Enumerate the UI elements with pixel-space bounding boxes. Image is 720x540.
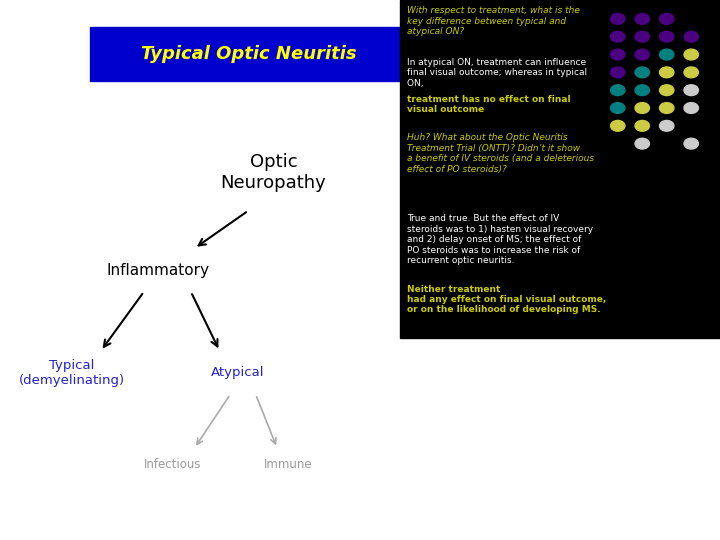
Circle shape bbox=[684, 67, 698, 78]
Text: Optic
Neuropathy: Optic Neuropathy bbox=[221, 153, 326, 192]
Circle shape bbox=[635, 120, 649, 131]
Circle shape bbox=[684, 49, 698, 60]
Text: treatment has no effect on final
visual outcome: treatment has no effect on final visual … bbox=[407, 94, 570, 114]
Circle shape bbox=[684, 138, 698, 149]
Circle shape bbox=[611, 31, 625, 42]
Circle shape bbox=[635, 103, 649, 113]
Circle shape bbox=[635, 85, 649, 96]
Circle shape bbox=[660, 31, 674, 42]
Circle shape bbox=[611, 85, 625, 96]
Circle shape bbox=[611, 67, 625, 78]
Circle shape bbox=[635, 31, 649, 42]
Circle shape bbox=[611, 14, 625, 24]
Text: 98: 98 bbox=[697, 10, 711, 20]
Bar bbox=[400, 0, 720, 338]
Circle shape bbox=[635, 67, 649, 78]
Circle shape bbox=[611, 120, 625, 131]
Circle shape bbox=[684, 103, 698, 113]
Text: Immune: Immune bbox=[264, 458, 312, 471]
Circle shape bbox=[660, 49, 674, 60]
FancyBboxPatch shape bbox=[90, 27, 407, 81]
Circle shape bbox=[660, 14, 674, 24]
Text: Typical Optic Neuritis: Typical Optic Neuritis bbox=[140, 45, 356, 63]
Circle shape bbox=[660, 85, 674, 96]
Circle shape bbox=[635, 138, 649, 149]
Text: With respect to treatment, what is the
key difference between typical and
atypic: With respect to treatment, what is the k… bbox=[407, 6, 580, 36]
Text: Atypical: Atypical bbox=[211, 366, 264, 379]
Text: Infectious: Infectious bbox=[144, 458, 202, 471]
Circle shape bbox=[635, 49, 649, 60]
Circle shape bbox=[684, 31, 698, 42]
Circle shape bbox=[684, 85, 698, 96]
Circle shape bbox=[635, 14, 649, 24]
Circle shape bbox=[611, 103, 625, 113]
Circle shape bbox=[660, 120, 674, 131]
Text: Inflammatory: Inflammatory bbox=[107, 262, 210, 278]
Text: True and true. But the effect of IV
steroids was to 1) hasten visual recovery
an: True and true. But the effect of IV ster… bbox=[407, 214, 593, 265]
Circle shape bbox=[660, 103, 674, 113]
Circle shape bbox=[660, 67, 674, 78]
Text: Huh? What about the Optic Neuritis
Treatment Trial (ONTT)? Didn’t it show
a bene: Huh? What about the Optic Neuritis Treat… bbox=[407, 133, 594, 173]
Text: Typical
(demyelinating): Typical (demyelinating) bbox=[19, 359, 125, 387]
Circle shape bbox=[611, 49, 625, 60]
Text: Neither treatment
had any effect on final visual outcome,
or on the likelihood o: Neither treatment had any effect on fina… bbox=[407, 285, 606, 314]
Text: In atypical ON, treatment can influence
final visual outcome; whereas in typical: In atypical ON, treatment can influence … bbox=[407, 58, 587, 87]
